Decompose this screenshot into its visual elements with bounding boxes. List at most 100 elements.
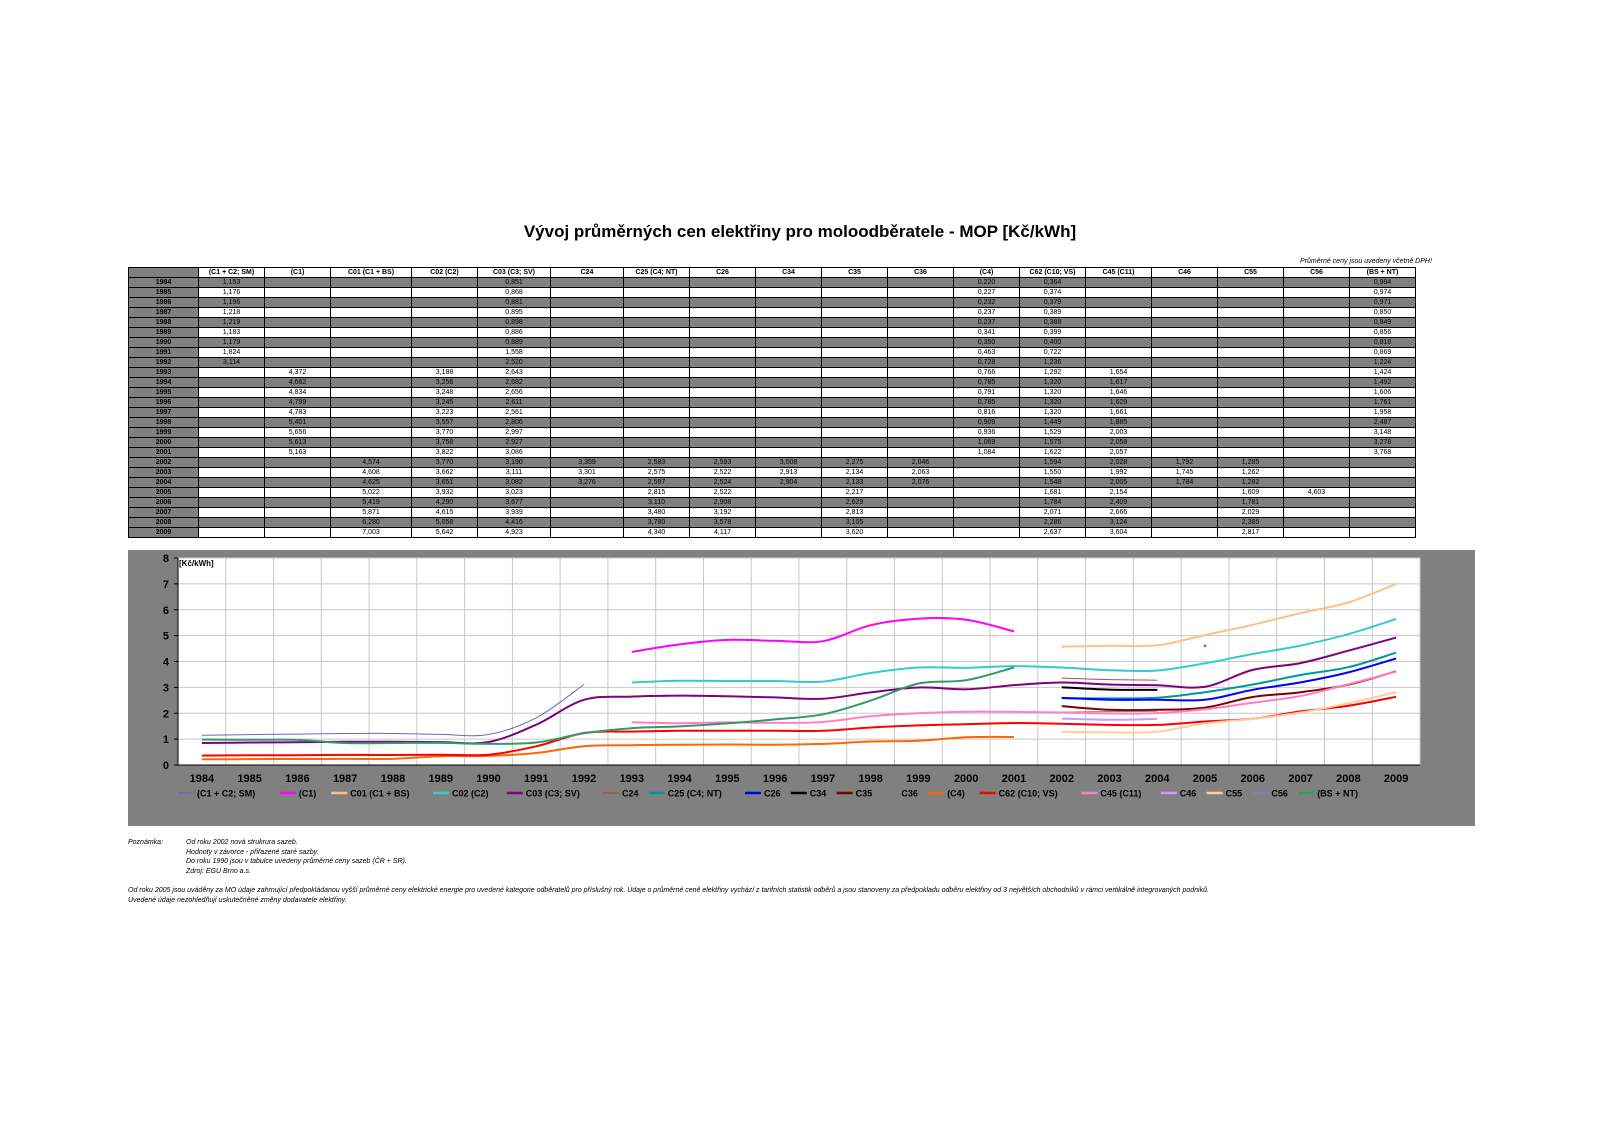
table-cell bbox=[411, 327, 478, 338]
table-cell bbox=[198, 497, 265, 508]
table-cell bbox=[887, 377, 954, 388]
table-cell: 1,224 bbox=[1349, 357, 1416, 368]
table-cell bbox=[887, 397, 954, 408]
table-cell bbox=[1283, 277, 1350, 288]
table-cell: 3,110 bbox=[623, 497, 690, 508]
table-cell: 2,583 bbox=[623, 457, 690, 468]
y-tick-label: 3 bbox=[163, 682, 169, 694]
table-cell bbox=[1283, 357, 1350, 368]
table-cell bbox=[330, 337, 412, 348]
column-header: C26 bbox=[689, 267, 756, 278]
table-cell: 2,637 bbox=[1019, 527, 1086, 538]
row-year: 2000 bbox=[128, 437, 199, 448]
x-tick-label: 2009 bbox=[1384, 773, 1408, 785]
table-cell bbox=[887, 277, 954, 288]
table-cell bbox=[264, 337, 331, 348]
table-cell: 0,816 bbox=[953, 407, 1020, 418]
table-cell bbox=[330, 327, 412, 338]
legend-label: C34 bbox=[810, 789, 827, 799]
table-cell: 2,286 bbox=[1019, 517, 1086, 528]
table-row: 2003 4,608 3,662 3,111 3,301 2,575 2,522 2,913 2… bbox=[128, 467, 1416, 478]
table-cell bbox=[1217, 437, 1284, 448]
table-cell bbox=[1151, 407, 1218, 418]
legend-label: C56 bbox=[1271, 789, 1288, 799]
table-row: 1989 1,183 0,886 0,341 0,399 0,856 bbox=[128, 327, 1416, 338]
table-cell: 1,069 bbox=[953, 437, 1020, 448]
table-cell bbox=[1151, 347, 1218, 358]
table-cell bbox=[755, 327, 822, 338]
table-cell bbox=[755, 507, 822, 518]
table-cell bbox=[1151, 367, 1218, 378]
column-header: C35 bbox=[821, 267, 888, 278]
table-cell bbox=[887, 437, 954, 448]
legend-label: C35 bbox=[856, 789, 873, 799]
table-cell bbox=[821, 387, 888, 398]
table-cell bbox=[755, 427, 822, 438]
row-year: 2005 bbox=[128, 487, 199, 498]
table-cell: 2,561 bbox=[477, 407, 551, 418]
table-cell bbox=[887, 347, 954, 358]
table-cell: 1,622 bbox=[1019, 447, 1086, 458]
series-path bbox=[631, 617, 1015, 653]
table-cell bbox=[623, 327, 690, 338]
table-cell bbox=[1283, 477, 1350, 488]
table-cell bbox=[887, 307, 954, 318]
column-header: C36 bbox=[887, 267, 954, 278]
table-cell bbox=[623, 397, 690, 408]
table-cell: 5,022 bbox=[330, 487, 412, 498]
table-cell: 0,237 bbox=[953, 317, 1020, 328]
row-year: 1994 bbox=[128, 377, 199, 388]
table-cell: 1,548 bbox=[1019, 477, 1086, 488]
table-cell bbox=[1151, 417, 1218, 428]
table-cell bbox=[1151, 377, 1218, 388]
table-cell: 2,682 bbox=[477, 377, 551, 388]
table-cell bbox=[264, 507, 331, 518]
table-cell bbox=[1085, 297, 1152, 308]
legend-label: (C1) bbox=[299, 789, 317, 799]
table-cell: 1,646 bbox=[1085, 387, 1152, 398]
table-cell: 3,780 bbox=[623, 517, 690, 528]
table-cell bbox=[887, 527, 954, 538]
table-cell bbox=[623, 357, 690, 368]
table-cell: 2,076 bbox=[887, 477, 954, 488]
table-cell bbox=[1217, 447, 1284, 458]
table-cell: 0,785 bbox=[953, 397, 1020, 408]
table-cell: 0,791 bbox=[953, 387, 1020, 398]
series-path bbox=[1061, 651, 1397, 700]
table-cell: 2,643 bbox=[477, 367, 551, 378]
table-cell bbox=[1085, 327, 1152, 338]
table-cell: 4,662 bbox=[264, 377, 331, 388]
table-cell: 2,134 bbox=[821, 467, 888, 478]
table-cell bbox=[953, 507, 1020, 518]
table-cell: 5,613 bbox=[264, 437, 331, 448]
table-cell bbox=[264, 477, 331, 488]
table-cell: 1,320 bbox=[1019, 387, 1086, 398]
chart-panel: 0 1 2 3 4 5 6 7 8 [Kč/kWh] 1984 1985 1986 1987 1988 198… bbox=[128, 550, 1475, 826]
table-cell bbox=[198, 507, 265, 518]
table-cell: 6,280 bbox=[330, 517, 412, 528]
legend-label: C45 (C11) bbox=[1100, 789, 1141, 799]
row-year: 1997 bbox=[128, 407, 199, 418]
table-cell bbox=[1283, 297, 1350, 308]
series-line bbox=[631, 617, 1015, 653]
table-cell bbox=[1151, 437, 1218, 448]
table-cell bbox=[1085, 337, 1152, 348]
table-cell: 2,997 bbox=[477, 427, 551, 438]
note-line: Do roku 1990 jsou v tabulce uvedeny prům… bbox=[186, 858, 407, 865]
table-cell: 1,176 bbox=[198, 287, 265, 298]
table-cell bbox=[887, 507, 954, 518]
row-year: 1984 bbox=[128, 277, 199, 288]
table-cell bbox=[887, 337, 954, 348]
table-cell bbox=[550, 397, 624, 408]
table-cell bbox=[689, 297, 756, 308]
table-cell: 1,529 bbox=[1019, 427, 1086, 438]
table-cell: 0,364 bbox=[1019, 277, 1086, 288]
series-path bbox=[631, 618, 1397, 684]
legend-label: (C4) bbox=[947, 789, 965, 799]
table-cell bbox=[264, 497, 331, 508]
table-cell bbox=[623, 367, 690, 378]
table-cell bbox=[411, 307, 478, 318]
table-cell: 0,856 bbox=[1349, 327, 1416, 338]
column-header: C45 (C11) bbox=[1085, 267, 1152, 278]
table-cell: 1,781 bbox=[1217, 497, 1284, 508]
